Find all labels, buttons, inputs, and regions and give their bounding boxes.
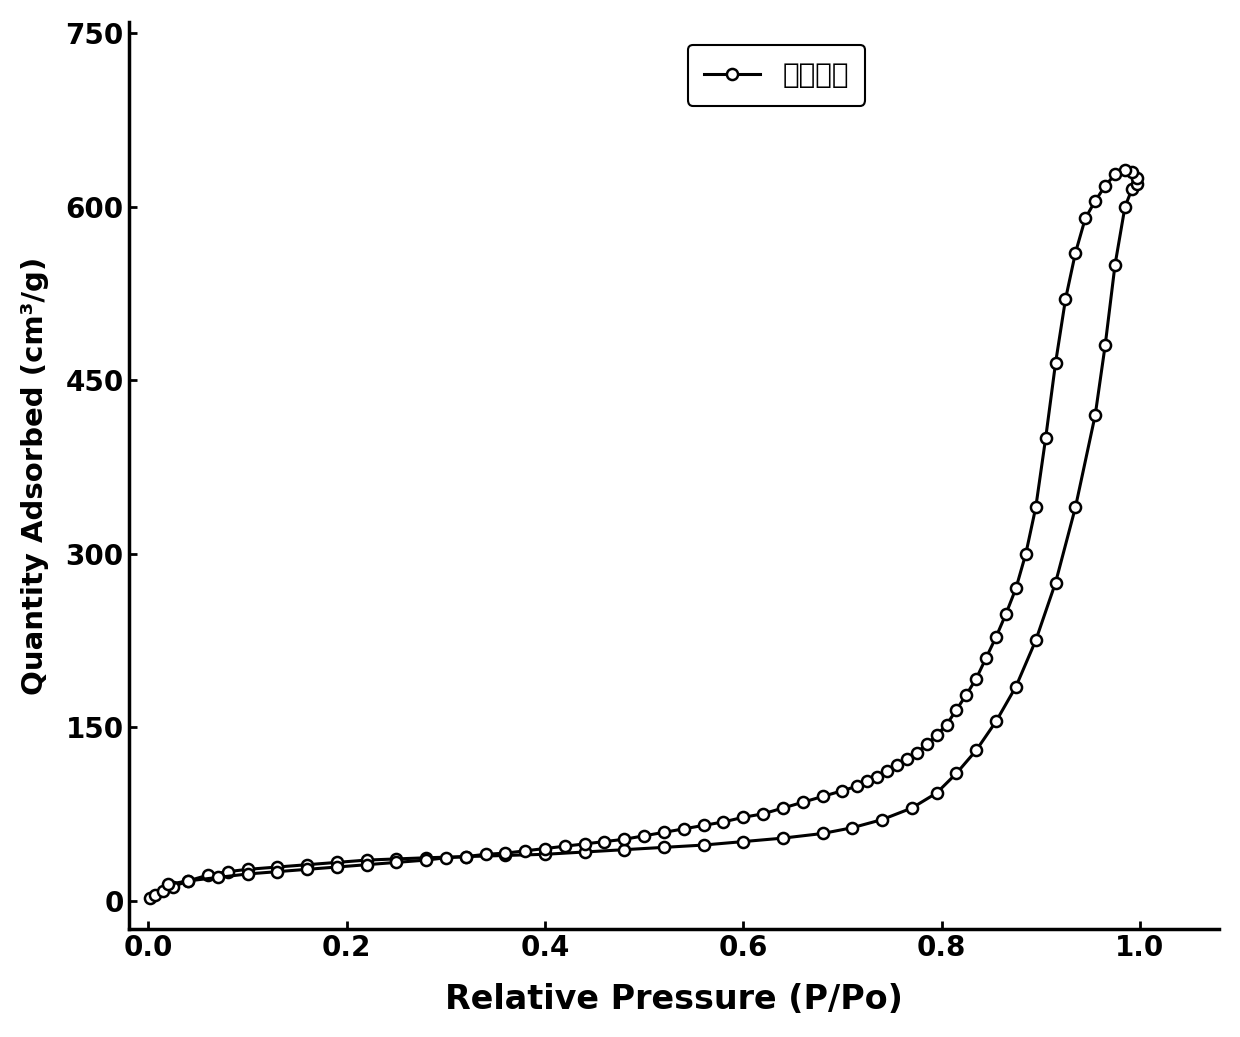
最佳条件: [419, 851, 434, 864]
最佳条件: [181, 874, 196, 887]
最佳条件: [844, 821, 859, 834]
最佳条件: [538, 848, 553, 861]
最佳条件: [1125, 184, 1140, 196]
最佳条件: [616, 843, 631, 856]
最佳条件: [735, 836, 750, 848]
最佳条件: [1087, 409, 1102, 421]
最佳条件: [270, 861, 285, 873]
X-axis label: Relative Pressure (P/Po): Relative Pressure (P/Po): [445, 983, 903, 1016]
Line: 最佳条件: 最佳条件: [145, 178, 1142, 904]
最佳条件: [1048, 577, 1063, 589]
最佳条件: [459, 850, 474, 863]
最佳条件: [360, 853, 374, 866]
最佳条件: [988, 716, 1003, 728]
最佳条件: [389, 852, 404, 865]
最佳条件: [330, 857, 345, 869]
最佳条件: [241, 863, 255, 875]
最佳条件: [656, 841, 671, 853]
最佳条件: [904, 802, 919, 814]
最佳条件: [968, 744, 983, 756]
最佳条件: [1028, 635, 1043, 647]
最佳条件: [1117, 200, 1132, 213]
最佳条件: [1008, 680, 1023, 693]
最佳条件: [775, 832, 790, 844]
最佳条件: [874, 813, 889, 825]
最佳条件: [1130, 177, 1145, 190]
最佳条件: [1068, 501, 1083, 513]
最佳条件: [1107, 258, 1122, 271]
最佳条件: [166, 880, 181, 893]
Y-axis label: Quantity Adsorbed (cm³/g): Quantity Adsorbed (cm³/g): [21, 256, 48, 695]
最佳条件: [1097, 339, 1112, 352]
最佳条件: [143, 892, 157, 904]
最佳条件: [300, 859, 315, 871]
最佳条件: [156, 886, 171, 898]
最佳条件: [201, 869, 216, 881]
最佳条件: [696, 839, 711, 851]
最佳条件: [221, 866, 236, 878]
最佳条件: [949, 767, 963, 780]
最佳条件: [148, 889, 162, 901]
最佳条件: [578, 846, 593, 859]
最佳条件: [815, 828, 830, 840]
最佳条件: [929, 787, 944, 800]
最佳条件: [498, 849, 513, 862]
Legend: 最佳条件: 最佳条件: [688, 45, 866, 106]
